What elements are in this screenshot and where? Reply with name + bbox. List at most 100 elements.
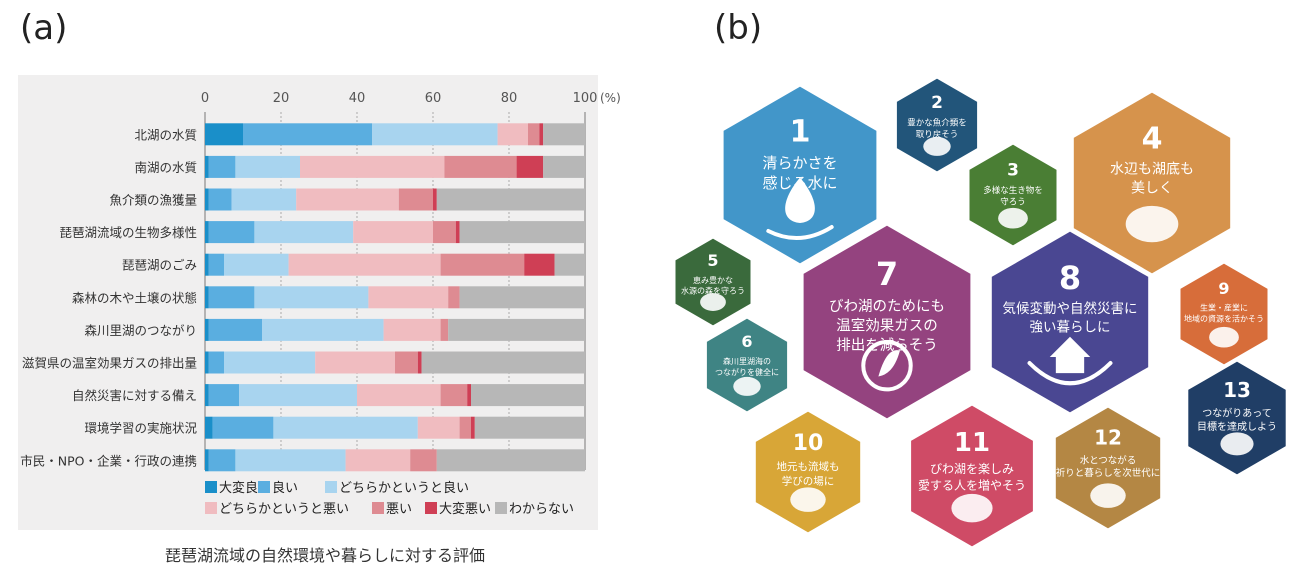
hexagon-shape (1052, 404, 1164, 532)
hexagon-text: 温室効果ガスの (836, 317, 938, 334)
stacked-bar-chart: 0 20 40 60 80 100 (%) 北湖の水質南湖の水質魚介類の漁獲量琵琶湖流域の… (18, 75, 621, 530)
bar-segment (459, 221, 585, 244)
bar-segment (345, 449, 411, 472)
x-tick-label: 40 (349, 91, 366, 106)
hexagon-icon (1090, 483, 1126, 508)
bar-segment (205, 416, 213, 439)
hexagon-text: 水辺も湖底も (1110, 161, 1194, 177)
bar-segment (448, 318, 585, 341)
bar-segment (444, 155, 517, 178)
hexagon-number: 12 (1094, 426, 1122, 450)
hexagon-text: 排出を減らそう (836, 337, 938, 354)
category-label: 森川里湖のつながり (84, 323, 197, 338)
bar-segment (235, 155, 300, 178)
bar-segment (208, 188, 232, 211)
x-tick-label: 20 (273, 91, 290, 106)
bar-segment (254, 286, 369, 309)
hexagon-text: 生業・産業に (1200, 303, 1248, 313)
hexagon-number: 3 (1007, 161, 1019, 181)
bar-segment (357, 384, 441, 407)
bar-segment (554, 253, 585, 276)
hexagon-text: びわ湖を楽しみ (930, 461, 1014, 476)
sdg-hexagon-1: 1清らかさを感じる水に (720, 83, 880, 267)
chart-caption: 琵琶湖流域の自然環境や暮らしに対する評価 (164, 546, 485, 565)
hexagon-shape (988, 228, 1152, 416)
bar-segment (208, 221, 255, 244)
bar-segment (205, 384, 209, 407)
bar-segment (417, 416, 460, 439)
hexagon-text: 守ろう (1000, 196, 1026, 207)
category-label: 魚介類の漁獲量 (109, 193, 197, 208)
x-tick-label: 100 (573, 91, 598, 106)
hexagon-shape (966, 141, 1060, 249)
category-label: 滋賀県の温室効果ガスの排出量 (22, 356, 197, 371)
hexagon-text: 愛する人を増やそう (918, 478, 1026, 492)
hexagon-icon (923, 136, 951, 156)
hexagon-number: 11 (954, 428, 990, 458)
bar-segment (417, 351, 422, 374)
bar-segment (315, 351, 395, 374)
category-label: 南湖の水質 (134, 160, 197, 175)
bar-segment (273, 416, 418, 439)
legend-label: 良い (272, 480, 298, 496)
bar-segment (208, 449, 236, 472)
legend-swatch (372, 502, 384, 514)
hands-icon (1027, 361, 1113, 386)
x-tick-label: 60 (425, 91, 442, 106)
panel-b-label: (b) (714, 8, 763, 48)
bar-segment (433, 188, 437, 211)
hexagon-text: 祈りと暮らしを次世代に (1056, 467, 1161, 479)
hexagon-shape (800, 222, 974, 422)
hexagon-text: 恵み豊かな (693, 275, 733, 285)
bar-segment (208, 286, 255, 309)
bar-segment (455, 221, 460, 244)
hexagon-text: 水とつながる (1080, 454, 1137, 466)
bar-segment (205, 449, 209, 472)
bar-segment (296, 188, 399, 211)
hexagon-shape (672, 235, 754, 329)
legend-label: 悪い (386, 502, 412, 517)
legend-label: わからない (509, 502, 574, 517)
bar-segment (205, 318, 209, 341)
water-drop-icon (785, 177, 815, 224)
bar-segment (421, 351, 585, 374)
bar-segment (205, 123, 243, 146)
hexagon-number: 10 (793, 431, 824, 456)
category-label: 市民・NPO・企業・行政の連携 (20, 453, 197, 468)
hexagon-icon (1209, 326, 1239, 348)
hexagon-icon (733, 376, 761, 396)
x-tick-label: 0 (201, 91, 209, 106)
bar-segment (205, 286, 209, 309)
hexagon-text: 地元も流域も (777, 460, 840, 473)
bar-segment (467, 384, 471, 407)
bar-segment (539, 123, 544, 146)
hexagon-text: 豊かな魚介類を (907, 117, 967, 128)
hexagon-number: 2 (931, 93, 943, 113)
bar-segment (368, 286, 449, 309)
bar-segment (543, 155, 585, 178)
x-axis-unit: (%) (600, 91, 621, 105)
hexagon-shape (893, 75, 981, 175)
bar-segment (205, 253, 209, 276)
category-label: 琵琶湖流域の生物多様性 (59, 225, 197, 240)
house-icon (1049, 336, 1091, 374)
bar-segment (208, 253, 224, 276)
hexagon-number: 5 (707, 251, 718, 270)
hexagon-text: 学びの場に (782, 474, 835, 487)
bar-segment (383, 318, 441, 341)
hexagon-icon (1125, 205, 1179, 243)
category-label: 自然災害に対する備え (72, 388, 197, 403)
legend-label: どちらかというと悪い (219, 502, 349, 517)
hexagon-text: 多様な生き物を (983, 185, 1043, 196)
legend-swatch (425, 502, 437, 514)
bar-segment (471, 384, 585, 407)
legend-swatch (205, 481, 217, 493)
bar-segment (300, 155, 445, 178)
bar-segment (459, 416, 471, 439)
bar-segment (208, 351, 224, 374)
hexagon-shape (752, 408, 864, 536)
bar-segment (543, 123, 585, 146)
